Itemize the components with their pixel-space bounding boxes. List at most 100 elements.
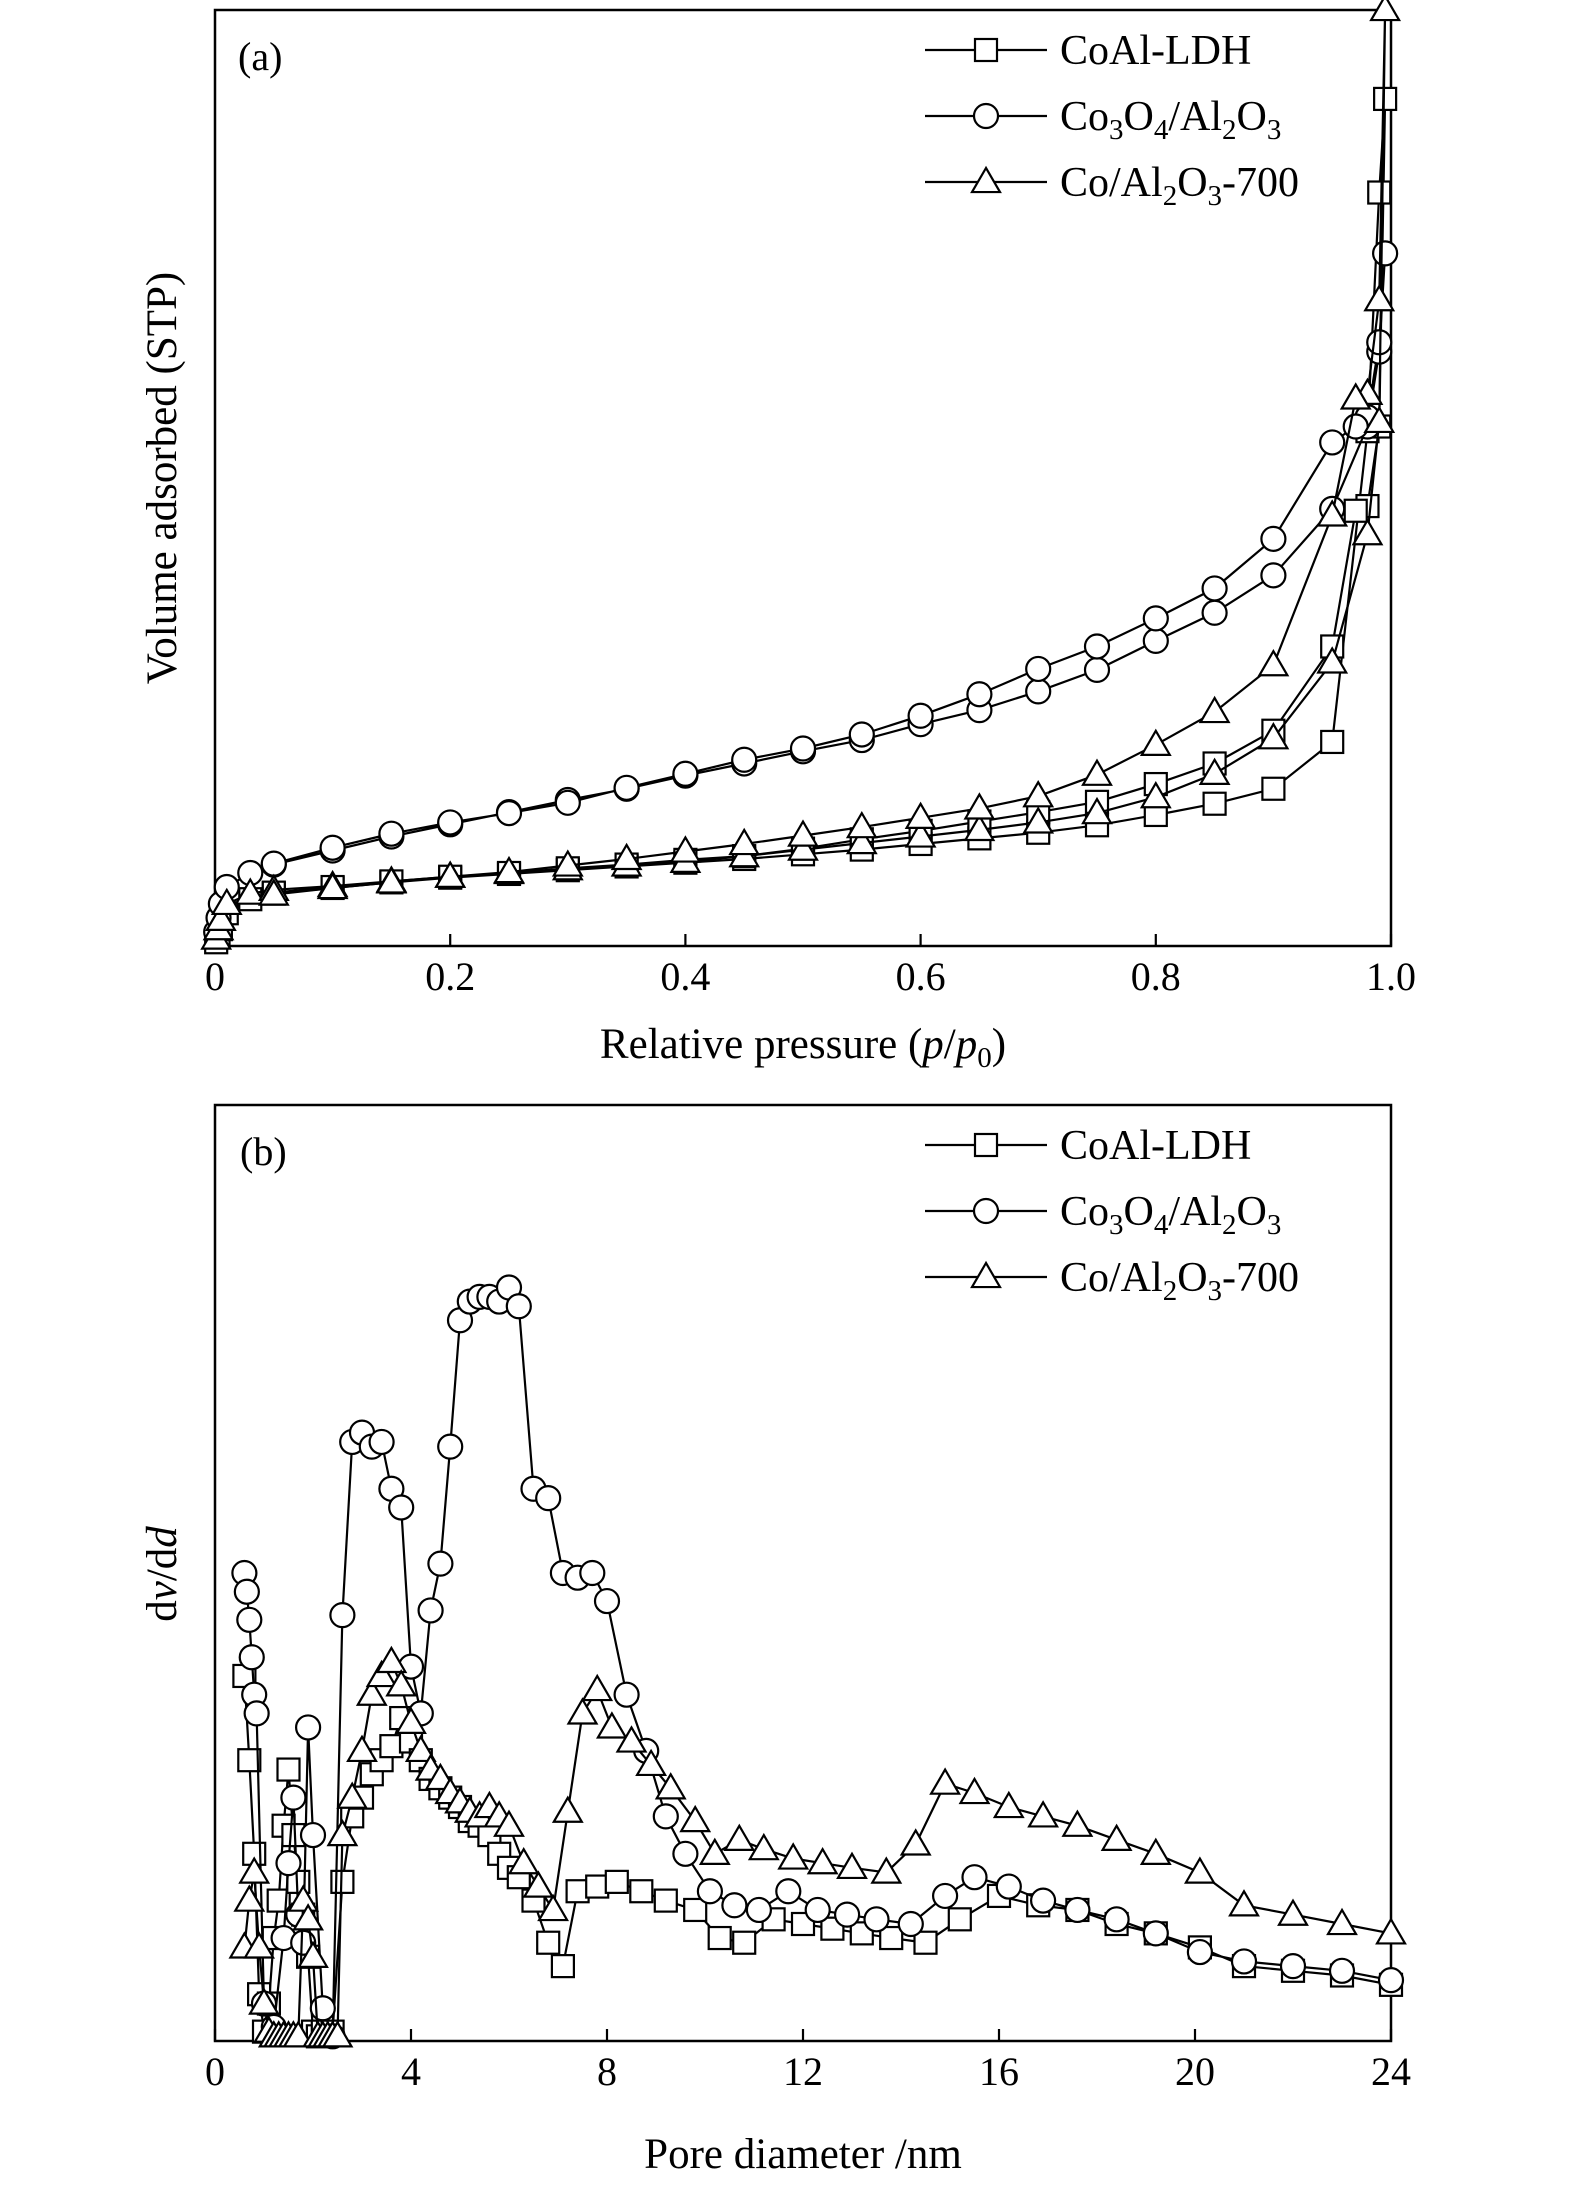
panel-b-data-point bbox=[233, 1578, 260, 1605]
panel-b-legend-marker bbox=[970, 1260, 1002, 1289]
panel-a-x-axis-title: Relative pressure (p/p0) bbox=[600, 1021, 1006, 1074]
panel-b-data-point bbox=[595, 1711, 628, 1739]
panel-b-data-point bbox=[238, 1856, 271, 1884]
panel-a-data-point bbox=[319, 834, 346, 861]
panel-b-data-point bbox=[1100, 1823, 1133, 1851]
panel-a-data-point bbox=[1351, 517, 1384, 546]
panel-a-legend-label: CoAl-LDH bbox=[1060, 28, 1251, 74]
panel-b-data-point bbox=[233, 1884, 266, 1912]
panel-a-data-point bbox=[1022, 806, 1055, 834]
panel-b-data-point bbox=[355, 1678, 388, 1706]
panel-a-data-point bbox=[257, 878, 290, 906]
panel-b-data-point bbox=[287, 1884, 320, 1912]
panel-b-x-tick-label: 0 bbox=[205, 2049, 225, 2094]
panel-a-x-tick-label: 0.2 bbox=[425, 954, 475, 999]
panel-a-series-group bbox=[200, 0, 1402, 955]
panel-b-data-point bbox=[721, 1892, 748, 1919]
panel-a-data-point bbox=[1320, 729, 1345, 755]
panel-a-data-point bbox=[963, 792, 996, 820]
panel-b-legend-marker bbox=[972, 1197, 1000, 1225]
panel-a-data-point bbox=[845, 810, 878, 839]
panel-b-data-point bbox=[321, 2020, 354, 2048]
panel-a-data-point bbox=[1343, 498, 1368, 523]
panel-a-x-tick-label: 1.0 bbox=[1366, 954, 1416, 999]
panel-a-x-axis: 0 0.2 0.4 0.6 0.8 1.0 bbox=[205, 934, 1416, 999]
panel-b-data-point bbox=[1279, 1953, 1307, 1980]
panel-a-data-point bbox=[1261, 776, 1286, 801]
panel-b-data-point bbox=[1375, 1917, 1407, 1945]
panel-a-data-point bbox=[260, 850, 287, 877]
panel-b-data-point bbox=[579, 1559, 606, 1587]
panel-b-data-point bbox=[329, 1602, 356, 1629]
panel-a-data-point bbox=[904, 801, 937, 829]
panel-b-data-point bbox=[385, 1669, 418, 1697]
panel-a-data-point bbox=[378, 820, 405, 847]
panel-a-data-point bbox=[1142, 605, 1169, 632]
panel-b-data-point bbox=[395, 1706, 427, 1734]
panel-a-data-point bbox=[1081, 758, 1113, 786]
panel-b-data-point bbox=[248, 1987, 280, 2015]
panel-a-data-point bbox=[204, 903, 237, 931]
panel-a-data-point bbox=[1373, 86, 1398, 112]
panel-a-legend-label: Co3O4/Al2O3 bbox=[1060, 94, 1281, 146]
panel-b-data-point bbox=[992, 1790, 1025, 1819]
panel-a-data-point bbox=[1139, 728, 1172, 756]
panel-a-legend-marker bbox=[973, 37, 999, 63]
panel-b-data-point bbox=[1064, 1896, 1091, 1924]
panel-a-data-point bbox=[845, 826, 878, 855]
panel-b-data-point bbox=[775, 1878, 802, 1905]
panel-a-label: (a) bbox=[238, 34, 282, 79]
panel-a-data-point bbox=[963, 813, 996, 842]
panel-b-data-point bbox=[707, 1925, 732, 1951]
panel-a-data-point bbox=[787, 819, 819, 847]
panel-b-data-point bbox=[275, 1850, 302, 1877]
panel-a-data-point bbox=[907, 702, 934, 729]
panel-a-data-point bbox=[316, 871, 349, 900]
panel-b-data-point bbox=[365, 1659, 398, 1688]
panel-a-data-point bbox=[1202, 791, 1227, 816]
panel-a-data-point bbox=[493, 855, 525, 884]
panel-b-data-point bbox=[276, 1757, 301, 1782]
panel-a-data-point bbox=[1198, 757, 1231, 785]
panel-b-data-point bbox=[507, 1846, 540, 1875]
panel-a-series-triangle bbox=[200, 0, 1402, 950]
panel-b-data-point bbox=[551, 1795, 584, 1823]
panel-b-data-point bbox=[958, 1776, 991, 1805]
panel-a-plot-frame bbox=[213, 8, 1393, 948]
panel-a-x-tick-label: 0.8 bbox=[1131, 954, 1181, 999]
panel-b-data-point bbox=[1377, 1967, 1405, 1994]
panel-b-legend: CoAl-LDH Co3O4/Al2O3 Co/Al2O3-700 bbox=[925, 1123, 1299, 1307]
panel-b-data-point bbox=[654, 1772, 687, 1800]
panel-b-data-point bbox=[237, 1748, 262, 1773]
panel-a-data-point bbox=[1316, 646, 1349, 674]
panel-b-data-point bbox=[336, 1781, 369, 1809]
panel-b-data-point bbox=[745, 1896, 773, 1924]
panel-b-data-point bbox=[593, 1587, 621, 1615]
panel-b-data-point bbox=[536, 1930, 561, 1955]
panel-b-chart: (b) 0 4 8 12 16 20 24 CoAl-LDH Co3O4/Al2O3 Co/Al… bbox=[139, 1103, 1411, 2178]
panel-a-data-point bbox=[1260, 562, 1287, 589]
panel-b-x-tick-label: 16 bbox=[979, 2049, 1019, 2094]
panel-b-data-point bbox=[1228, 1889, 1260, 1917]
panel-b-series-group bbox=[228, 1274, 1407, 2050]
panel-b-data-point bbox=[326, 1818, 359, 1847]
panel-b-data-point bbox=[931, 1882, 959, 1910]
panel-a-data-point bbox=[1022, 780, 1055, 808]
panel-b-data-point bbox=[836, 1851, 868, 1880]
panel-a-chart: (a) 0 0.2 0.4 0.6 0.8 1.0 CoAl-LDH Co3O4/Al2O3… bbox=[139, 0, 1416, 1074]
panel-a-x-tick-label: 0.6 bbox=[896, 954, 946, 999]
panel-b-data-point bbox=[747, 1832, 780, 1861]
panel-b-data-point bbox=[417, 1597, 444, 1624]
panel-a-data-point bbox=[1319, 429, 1346, 456]
panel-b-y-axis-title: dv/dd bbox=[139, 1526, 186, 1622]
panel-a-data-point bbox=[210, 887, 243, 916]
panel-b-data-point bbox=[1142, 1920, 1169, 1947]
panel-b-data-point bbox=[292, 1903, 325, 1931]
panel-a-data-point bbox=[495, 799, 523, 827]
panel-b-data-point bbox=[282, 2020, 315, 2048]
panel-b-data-point bbox=[537, 1893, 570, 1922]
panel-b-data-point bbox=[295, 1714, 322, 1741]
panel-a-series-circle bbox=[203, 240, 1399, 946]
panel-b-data-point bbox=[863, 1906, 890, 1933]
